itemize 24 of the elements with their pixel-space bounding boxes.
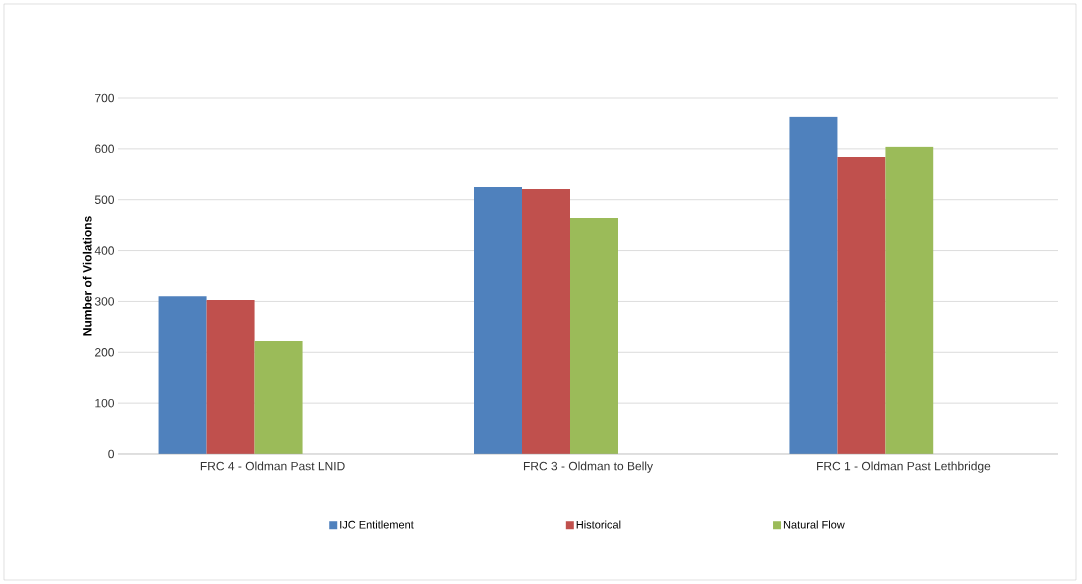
bar — [522, 189, 570, 454]
bar — [789, 116, 838, 454]
x-tick-label: FRC 3 - Oldman to Belly — [523, 461, 653, 473]
bar — [570, 218, 618, 454]
bar — [885, 146, 934, 454]
y-tick-label: 700 — [95, 93, 114, 103]
y-tick-label: 0 — [108, 449, 114, 459]
legend-label: Historical — [576, 520, 621, 529]
bar — [474, 187, 523, 454]
bar — [158, 296, 207, 454]
bar — [206, 299, 255, 454]
x-tick-label: FRC 1 - Oldman Past Lethbridge — [817, 461, 991, 473]
y-tick-label: 500 — [94, 195, 114, 204]
y-tick-label: 200 — [95, 348, 114, 357]
y-tick-label: 600 — [95, 144, 114, 154]
y-axis-title: Number of Violations — [82, 216, 92, 336]
legend-label: Natural Flow — [783, 520, 845, 529]
legend-label: IJC Entitlement — [340, 520, 414, 529]
y-tick-label: 100 — [95, 398, 114, 408]
y-tick-label: 300 — [94, 297, 114, 306]
y-tick-label: 400 — [94, 246, 114, 255]
bar — [837, 157, 886, 454]
x-tick-label: FRC 4 - Oldman Past LNID — [200, 461, 345, 471]
bar — [254, 341, 303, 454]
